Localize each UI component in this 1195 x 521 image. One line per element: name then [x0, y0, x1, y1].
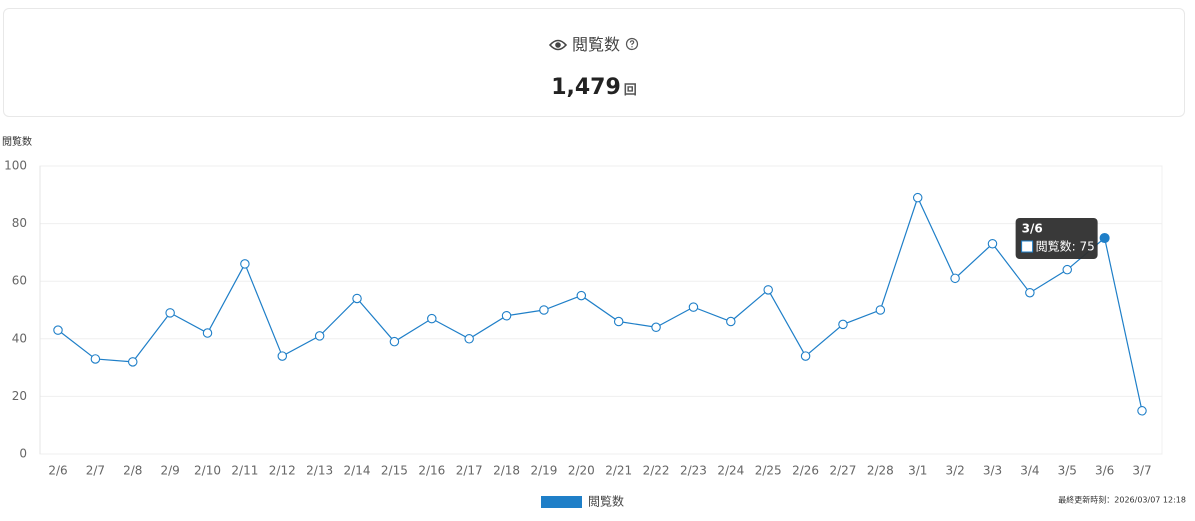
- data-point: [240, 259, 250, 269]
- data-point: [688, 302, 699, 312]
- tooltip-title: 3/6: [1022, 222, 1043, 236]
- data-point: [53, 325, 63, 335]
- y-tick-label: 20: [12, 389, 27, 403]
- updated-time: 最終更新時刻：2026/03/07 12:18: [1058, 495, 1186, 505]
- x-tick-label: 2/21: [605, 464, 632, 478]
- y-tick-label: 80: [12, 216, 27, 230]
- x-tick-label: 2/13: [306, 464, 333, 478]
- x-tick-label: 2/23: [680, 464, 707, 478]
- data-point: [613, 316, 624, 327]
- data-point: [838, 319, 848, 330]
- legend-swatch: [541, 496, 582, 508]
- card-unit: 回: [623, 83, 637, 98]
- x-tick-label: 3/2: [945, 464, 964, 478]
- card-value: 1,479: [551, 75, 621, 100]
- data-point: [314, 331, 325, 341]
- data-point: [501, 311, 512, 321]
- x-tick-label: 3/6: [1095, 464, 1114, 478]
- y-tick-label: 100: [4, 159, 27, 173]
- data-point: [763, 285, 773, 295]
- x-tick-label: 2/24: [717, 464, 744, 478]
- x-tick-label: 3/5: [1058, 464, 1077, 478]
- series-line: [57, 196, 1143, 411]
- x-tick-label: 2/10: [194, 464, 221, 478]
- y-axis-label: 閲覧数: [2, 135, 32, 148]
- x-tick-label: 2/20: [568, 464, 595, 478]
- x-tick-label: 2/22: [643, 464, 670, 478]
- x-tick-label: 2/25: [755, 464, 782, 478]
- data-point: [352, 293, 362, 304]
- tooltip: 3/6 閲覧数: 75: [1015, 218, 1098, 259]
- x-tick-label: 2/27: [829, 464, 856, 478]
- y-tick-label: 0: [19, 447, 27, 461]
- data-point: [950, 273, 960, 284]
- data-point: [90, 354, 101, 364]
- x-tick-label: 2/28: [867, 464, 894, 478]
- x-tick-label: 2/7: [86, 464, 105, 478]
- legend-label: 閲覧数: [588, 494, 624, 509]
- x-tick-label: 2/15: [381, 464, 408, 478]
- metric-card: 閲覧数 1,479 回: [3, 8, 1185, 117]
- x-tick-label: 2/19: [530, 464, 557, 478]
- card-value-row: 1,479 回: [4, 75, 1184, 100]
- data-point: [1099, 232, 1110, 244]
- tooltip-swatch: [1021, 240, 1034, 253]
- data-point: [165, 308, 175, 318]
- data-point: [912, 192, 923, 203]
- data-point: [464, 334, 474, 344]
- card-title: 閲覧数: [571, 35, 620, 54]
- plot-area: [39, 165, 1163, 455]
- card-header: 閲覧数: [4, 31, 1184, 55]
- tooltip-text: 閲覧数: 75: [1036, 239, 1095, 254]
- x-tick-label: 2/16: [418, 464, 445, 478]
- x-tick-label: 2/12: [269, 464, 296, 478]
- data-point: [576, 290, 587, 301]
- x-tick-label: 2/6: [48, 464, 67, 478]
- data-point: [389, 336, 400, 347]
- data-point: [1137, 406, 1147, 416]
- data-point: [1062, 264, 1072, 275]
- data-point: [800, 351, 811, 361]
- data-point: [875, 305, 886, 315]
- x-tick-label: 3/3: [983, 464, 1002, 478]
- data-point: [202, 328, 213, 338]
- data-point: [539, 305, 549, 315]
- data-point: [726, 316, 736, 327]
- x-tick-label: 3/1: [908, 464, 927, 478]
- x-tick-label: 2/18: [493, 464, 520, 478]
- y-tick-label: 60: [12, 274, 27, 288]
- x-tick-label: 2/26: [792, 464, 819, 478]
- tooltip-box: [1015, 218, 1098, 259]
- data-point: [277, 351, 288, 361]
- data-point: [651, 322, 661, 333]
- help-icon[interactable]: [625, 37, 639, 51]
- data-point: [427, 313, 437, 324]
- x-tick-label: 2/14: [344, 464, 371, 478]
- x-tick-label: 3/4: [1020, 464, 1039, 478]
- x-tick-label: 3/7: [1132, 464, 1151, 478]
- data-point: [1025, 287, 1035, 298]
- x-tick-label: 2/8: [123, 464, 142, 478]
- data-point: [987, 239, 998, 249]
- data-point: [128, 357, 138, 367]
- x-tick-label: 2/17: [456, 464, 483, 478]
- x-tick-label: 2/9: [160, 464, 179, 478]
- y-tick-label: 40: [12, 331, 27, 345]
- x-tick-label: 2/11: [231, 464, 258, 478]
- eye-icon: [548, 39, 567, 51]
